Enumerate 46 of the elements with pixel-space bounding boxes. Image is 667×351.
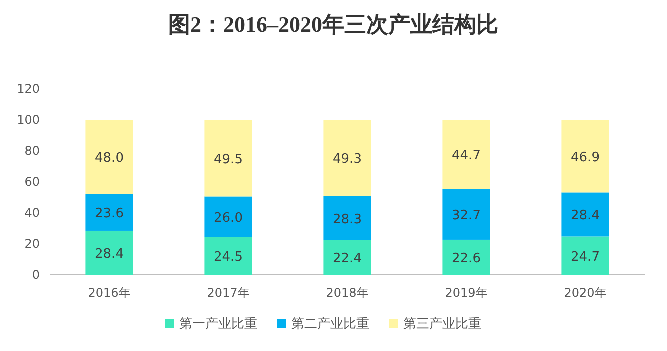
data-label: 22.4 (333, 252, 362, 267)
bar (442, 189, 490, 240)
y-tick-label: 60 (24, 175, 40, 189)
data-label: 46.9 (571, 150, 600, 166)
x-tick-label: 2019年 (445, 286, 488, 300)
y-tick-label: 100 (17, 113, 40, 127)
data-label: 24.7 (571, 250, 600, 265)
bar (562, 120, 610, 193)
y-tick-label: 120 (17, 82, 40, 96)
bar (204, 120, 252, 197)
bar (562, 192, 610, 237)
bar (442, 120, 490, 190)
legend-label: 第一产业比重 (180, 317, 258, 332)
x-tick-label: 2017年 (207, 286, 250, 300)
data-label: 32.7 (452, 208, 481, 224)
bar (324, 120, 372, 196)
data-label: 44.7 (452, 148, 481, 164)
data-label: 28.3 (333, 212, 362, 228)
chart-title: 图2：2016–2020年三次产业结构比 (168, 12, 498, 37)
data-label: 24.5 (214, 250, 243, 266)
bar (86, 194, 134, 231)
bar (324, 240, 372, 275)
data-label: 48.0 (95, 151, 124, 166)
bar (204, 196, 252, 238)
data-label: 49.3 (333, 152, 362, 168)
x-tick-label: 2018年 (326, 286, 369, 300)
y-tick-label: 80 (24, 144, 40, 158)
bar (204, 237, 252, 275)
y-tick-label: 20 (24, 237, 40, 251)
x-tick-label: 2016年 (88, 286, 131, 300)
bar (562, 236, 610, 275)
data-label: 22.6 (452, 251, 481, 266)
y-tick-label: 40 (24, 206, 40, 220)
data-label: 49.5 (214, 152, 243, 168)
bar (324, 196, 372, 240)
legend-label: 第三产业比重 (404, 317, 482, 332)
y-tick-label: 0 (32, 268, 40, 282)
bar (442, 240, 490, 275)
bar (86, 120, 134, 194)
data-label: 28.4 (571, 208, 600, 224)
legend-label: 第二产业比重 (292, 317, 370, 332)
bar (86, 230, 134, 275)
x-tick-label: 2020年 (564, 286, 607, 300)
data-label: 23.6 (95, 206, 124, 222)
data-label: 26.0 (214, 210, 243, 226)
data-label: 28.4 (95, 246, 124, 262)
